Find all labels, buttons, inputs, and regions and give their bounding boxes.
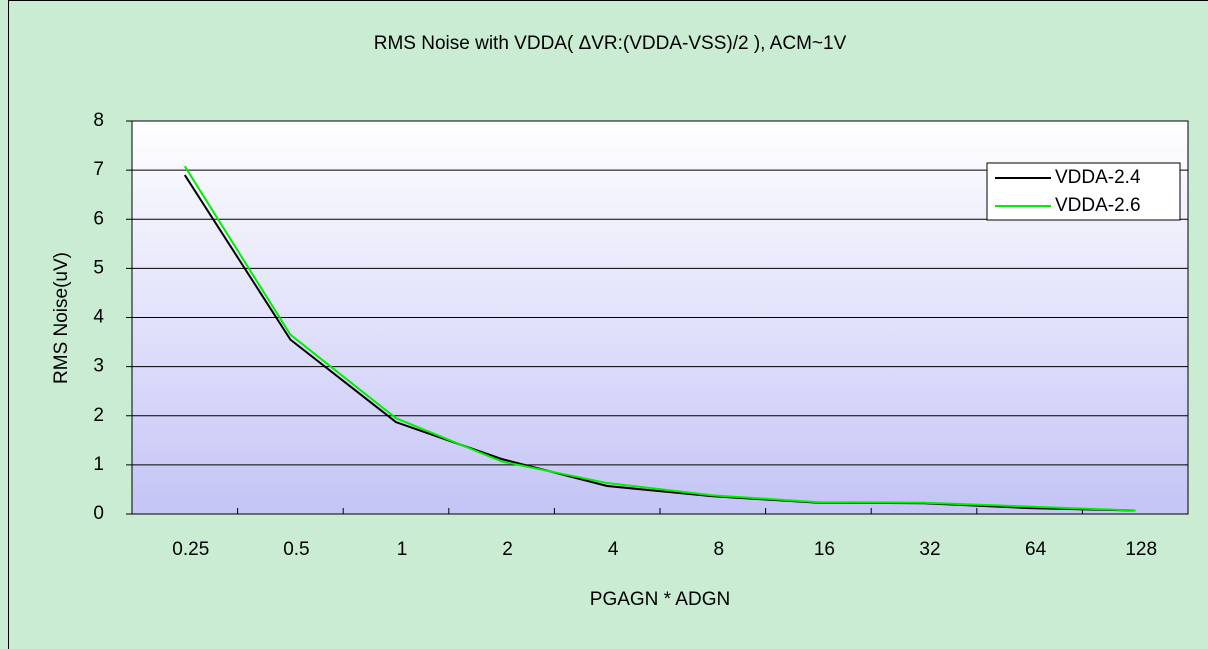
x-tick-label: 8 [714,539,725,560]
x-tick-label: 0.5 [283,539,309,560]
legend-label: VDDA-2.6 [1055,195,1141,216]
y-tick-label: 4 [93,307,104,328]
y-tick-label: 1 [93,454,104,475]
y-tick-label: 0 [93,503,104,524]
x-tick-label: 4 [608,539,619,560]
y-tick-label: 2 [93,405,104,426]
y-tick-label: 8 [93,110,104,131]
legend-box [986,162,1181,221]
series-line [183,165,1136,512]
x-tick-label: 128 [1125,539,1157,560]
x-axis-label: PGAGN * ADGN [590,589,730,610]
y-tick-label: 3 [93,356,104,377]
legend-label: VDDA-2.4 [1055,167,1141,188]
x-tick-label: 0.25 [172,539,209,560]
x-tick-label: 32 [919,539,940,560]
chart-border [8,0,1208,649]
y-axis-label: RMS Noise(uV) [51,252,72,384]
x-tick-label: 2 [502,539,513,560]
y-tick-label: 7 [93,159,104,180]
x-tick-label: 1 [397,539,408,560]
y-tick-label: 5 [93,257,104,278]
x-tick-label: 64 [1025,539,1047,560]
chart-title: RMS Noise with VDDA( ΔVR:(VDDA-VSS)/2 ),… [374,33,847,54]
y-tick-label: 6 [93,208,104,229]
x-tick-label: 16 [814,539,835,560]
